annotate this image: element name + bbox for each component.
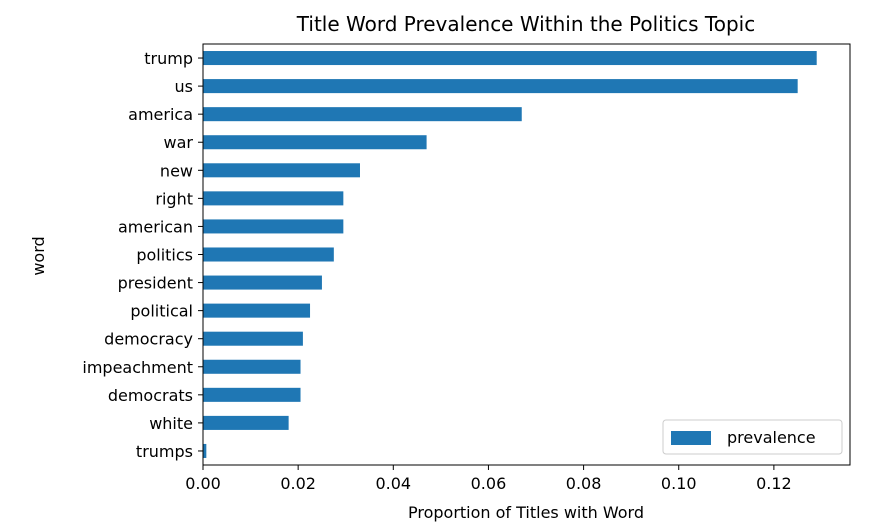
- bar-trumps: [203, 443, 207, 458]
- bar-democrats: [203, 387, 301, 402]
- y-tick-label: america: [128, 105, 193, 124]
- y-tick-label: politics: [136, 246, 193, 265]
- y-tick-label: white: [149, 414, 193, 433]
- bar-us: [203, 79, 798, 94]
- y-axis-label: word: [29, 236, 48, 275]
- x-tick-label: 0.02: [280, 474, 316, 493]
- chart-title: Title Word Prevalence Within the Politic…: [296, 12, 755, 36]
- y-tick-label: right: [155, 189, 193, 208]
- bars-group: [203, 51, 817, 458]
- x-tick-label: 0.06: [471, 474, 507, 493]
- bar-political: [203, 303, 311, 318]
- bar-american: [203, 219, 344, 234]
- bar-america: [203, 107, 522, 122]
- bar-white: [203, 415, 289, 430]
- x-tick-label: 0.08: [566, 474, 602, 493]
- y-tick-label: impeachment: [82, 358, 193, 377]
- y-tick-label: trumps: [136, 442, 193, 461]
- y-tick-label: president: [118, 274, 193, 293]
- x-tick-label: 0.00: [185, 474, 221, 493]
- bar-trump: [203, 51, 817, 66]
- y-tick-label: trump: [144, 49, 193, 68]
- x-tick-label: 0.04: [375, 474, 411, 493]
- legend-box: [662, 419, 843, 455]
- bar-war: [203, 135, 427, 150]
- y-tick-label: democrats: [108, 386, 193, 405]
- legend: prevalence: [662, 419, 843, 455]
- y-tick-label: new: [160, 161, 193, 180]
- bar-politics: [203, 247, 334, 262]
- bar-new: [203, 163, 360, 178]
- y-tick-label: democracy: [104, 330, 193, 349]
- x-axis-label: Proportion of Titles with Word: [408, 503, 644, 522]
- legend-label: prevalence: [727, 428, 816, 447]
- bar-democracy: [203, 331, 303, 346]
- bar-right: [203, 191, 344, 206]
- legend-swatch: [671, 431, 711, 445]
- x-tick-label: 0.12: [756, 474, 792, 493]
- x-tick-label: 0.10: [661, 474, 697, 493]
- y-tick-label: us: [175, 77, 193, 96]
- y-tick-label: political: [130, 302, 193, 321]
- bar-impeachment: [203, 359, 301, 374]
- bar-president: [203, 275, 322, 290]
- plot-frame: [202, 43, 851, 466]
- y-tick-label: war: [164, 133, 194, 152]
- y-tick-label: american: [118, 217, 193, 236]
- y-axis-ticks: trump us america war new right american politic…: [82, 49, 203, 461]
- x-axis-ticks: 0.00 0.02 0.04 0.06 0.08 0.10 0.12: [185, 465, 792, 493]
